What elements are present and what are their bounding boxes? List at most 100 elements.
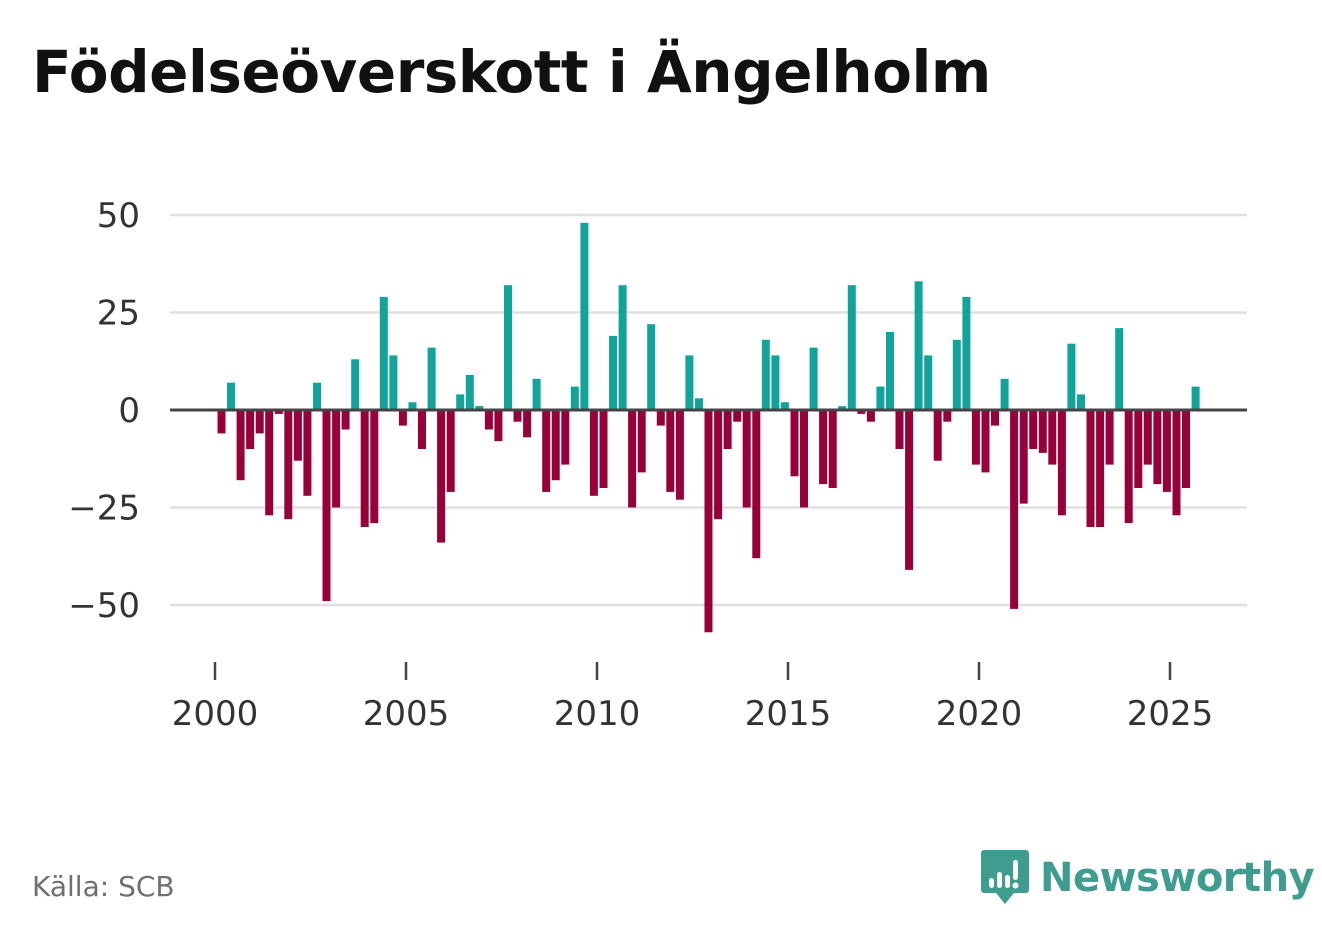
bar-negative [284,410,293,520]
bar-negative [274,410,283,414]
bar-negative [790,410,799,477]
bar-positive [838,406,847,410]
bar-positive [914,281,923,410]
x-tick-label: 2000 [172,694,259,734]
bar-negative [666,410,675,492]
bar-positive [886,332,894,410]
bar-positive [1067,343,1076,410]
bar-positive [924,355,933,410]
bar-negative [437,410,446,543]
bar-negative [1019,410,1028,504]
y-tick-label: 0 [118,391,140,431]
bar-negative [1105,410,1114,465]
bar-positive [532,378,541,410]
bar-negative [714,410,723,520]
bar-positive [475,406,484,410]
bar-negative [723,410,732,449]
y-tick-label: 25 [97,294,140,334]
bar-negative [1048,410,1057,465]
bar-negative [656,410,665,426]
bar-negative [943,410,952,422]
bar-negative [971,410,980,465]
y-tick-label: 50 [97,196,140,236]
bar-negative [1153,410,1162,485]
bar-negative [905,410,914,570]
bar-negative [217,410,226,434]
chart-title: Födelseöverskott i Ängelholm [32,38,991,106]
bar-negative [704,410,713,633]
bar-negative [332,410,341,508]
bar-positive [952,339,961,410]
bar-negative [1086,410,1095,527]
bar-negative [1096,410,1105,527]
x-tick-label: 2025 [1127,694,1214,734]
bar-negative [551,410,560,481]
bar-positive [456,394,465,410]
bar-negative [360,410,369,527]
bar-negative [991,410,999,426]
bar-positive [771,355,780,410]
bar-positive [609,335,617,410]
bar-positive [780,402,789,410]
bar-positive [427,347,436,410]
source-label: Källa: SCB [32,870,175,903]
bar-negative [542,410,551,492]
bar-negative [341,410,350,430]
bar-negative [446,410,455,492]
bar-positive [876,386,885,410]
bar-negative [255,410,264,434]
bar-negative [800,410,808,508]
bar-negative [1029,410,1038,449]
bar-negative [303,410,312,496]
bar-positive [227,382,235,410]
bar-negative [628,410,637,508]
bar-negative [675,410,684,500]
bar-positive [351,359,360,410]
bar-positive [962,296,971,410]
x-tick-label: 2005 [363,694,450,734]
bar-negative [895,410,904,449]
bar-negative [293,410,302,461]
bar-negative [494,410,503,442]
bar-negative [752,410,761,559]
bar-negative [819,410,828,485]
bar-negative [733,410,742,422]
y-tick-label: −50 [68,586,140,626]
bar-positive [1115,328,1124,410]
bar-negative [418,410,426,449]
bar-negative [1134,410,1143,488]
bar-positive [685,355,694,410]
bar-negative [322,410,331,602]
bar-negative [246,410,255,449]
bar-positive [570,386,579,410]
brand-name: Newsworthy [1040,855,1315,901]
bar-negative [589,410,598,496]
bar-positive [465,374,474,410]
x-tick-label: 2020 [936,694,1023,734]
bar-negative [1124,410,1133,524]
bar-negative [1057,410,1066,516]
bar-negative [828,410,837,488]
bar-negative [523,410,532,438]
bar-positive [389,355,398,410]
bar-positive [1000,378,1009,410]
bar-positive [809,347,818,410]
bar-positive [1077,394,1085,410]
bar-negative [561,410,570,465]
bar-positive [695,398,703,410]
newsworthy-logo-icon [981,850,1029,904]
bar-negative [236,410,245,481]
bar-negative [857,410,866,414]
x-tick-label: 2015 [745,694,832,734]
bar-negative [484,410,493,430]
bar-negative [599,410,608,488]
y-tick-label: −25 [68,489,140,529]
bar-positive [313,382,321,410]
bar-negative [742,410,751,508]
bar-positive [647,324,656,410]
bar-positive [580,222,589,410]
bar-positive [847,285,856,410]
bar-negative [637,410,646,473]
bar-negative [981,410,990,473]
bar-negative [370,410,379,524]
